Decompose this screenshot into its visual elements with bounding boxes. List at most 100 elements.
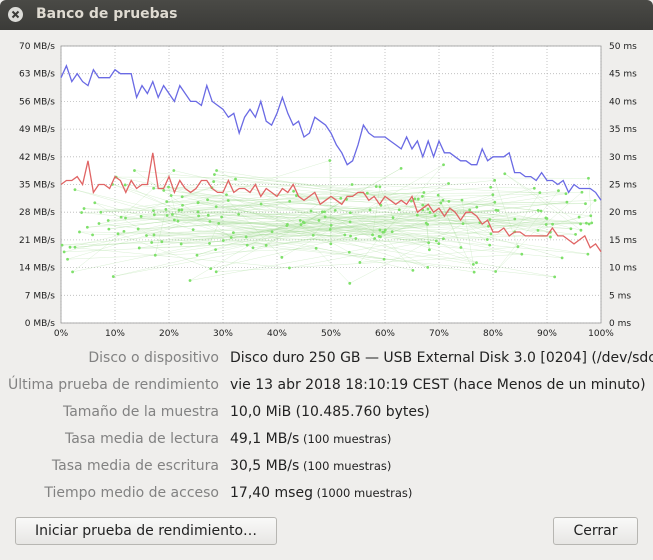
access-time-point [123,183,127,187]
info-row: Tamaño de la muestra 10,0 MiB (10.485.760… [0,404,653,426]
access-time-point [371,233,374,237]
access-time-point [137,246,141,250]
write-rate-line [60,152,602,253]
access-time-point [442,163,445,167]
access-time-point [167,185,170,189]
access-time-point [460,198,464,202]
access-time-point [329,223,333,227]
info-label: Tiempo medio de acceso [44,485,219,501]
y-right-tick-label: 25 ms [609,181,637,191]
info-value: 30,5 MB/s (100 muestras) [230,458,392,474]
access-time-point [493,200,497,204]
access-time-point [68,245,72,249]
x-tick-label: 100% [588,329,614,339]
start-benchmark-button[interactable]: Iniciar prueba de rendimiento… [15,517,277,545]
info-row: Tiempo medio de acceso 17,40 mseg (1000 m… [0,485,653,507]
access-time-point [60,243,64,247]
access-time-point [489,232,493,236]
x-tick-label: 50% [321,329,341,339]
access-time-point [320,210,324,214]
x-tick-label: 90% [537,329,557,339]
access-time-point [589,214,593,218]
title-bar: Banco de pruebas [0,0,653,30]
access-time-point [66,257,69,261]
access-time-point [488,218,492,221]
access-time-point [152,186,156,190]
access-time-point [579,222,582,226]
access-time-point [329,242,333,246]
access-time-point [245,243,249,247]
y-left-tick-label: 21 MB/s [19,236,55,246]
y-right-tick-label: 5 ms [609,291,631,301]
y-left-tick-label: 42 MB/s [19,153,55,163]
access-time-point [150,241,154,244]
access-time-point [426,222,430,226]
access-time-point [516,245,520,249]
y-right-tick-label: 10 ms [609,264,637,274]
access-time-point [436,193,440,197]
access-time-point [358,261,362,264]
access-time-point [439,201,443,205]
access-time-point [298,218,302,222]
access-time-point [73,245,77,249]
access-time-point [180,195,184,199]
info-note: (100 muestras) [299,432,392,446]
access-time-point [209,267,213,271]
access-time-point [299,223,303,226]
access-time-point [328,159,332,162]
access-time-point [225,193,228,197]
access-time-point [343,233,347,237]
access-time-point [152,233,156,237]
y-left-tick-label: 56 MB/s [19,97,55,107]
access-time-point [302,221,306,225]
access-time-point [309,209,313,213]
access-time-point [152,213,156,217]
y-right-tick-label: 30 ms [609,153,637,163]
info-value: 49,1 MB/s (100 muestras) [230,431,392,447]
access-time-point [180,208,184,212]
info-label: Tasa media de lectura [64,431,219,447]
access-time-point [165,200,169,204]
access-time-point [197,214,201,218]
access-time-point [80,211,83,214]
access-time-point [427,248,431,252]
access-time-point [314,246,318,250]
access-time-point [459,246,463,249]
access-time-point [399,166,403,170]
access-time-point [176,219,180,223]
close-window-button[interactable] [8,7,23,22]
info-row: Tasa media de lectura 49,1 MB/s (100 mues… [0,431,653,453]
access-time-point [328,227,332,231]
access-time-point [145,234,148,237]
access-time-point [520,252,524,256]
access-time-point [574,233,577,236]
access-time-point [264,243,268,247]
access-time-point [427,241,431,245]
access-time-point [214,248,217,252]
access-time-point [468,208,472,212]
access-time-point [347,250,351,254]
info-label: Tamaño de la muestra [62,404,219,420]
access-time-point [487,224,490,228]
access-time-point [416,197,420,201]
access-time-point [349,234,352,238]
access-time-point [171,213,174,216]
access-time-point [472,270,476,274]
access-time-point [378,228,382,232]
access-time-point [383,228,387,232]
access-time-point [580,190,584,194]
info-note: (1000 muestras) [312,486,413,500]
access-time-point [259,202,263,206]
access-time-point [280,255,284,259]
access-time-point [195,253,199,257]
access-time-point [433,214,437,218]
access-time-point [106,219,110,222]
close-button[interactable]: Cerrar [553,517,638,545]
info-row: Tasa media de escritura 30,5 MB/s (100 mu… [0,458,653,480]
access-time-point [415,213,419,217]
access-time-point [421,203,425,207]
access-time-point [475,205,479,209]
y-left-tick-label: 28 MB/s [19,208,55,218]
access-time-point [181,203,184,207]
access-time-point [206,213,210,217]
